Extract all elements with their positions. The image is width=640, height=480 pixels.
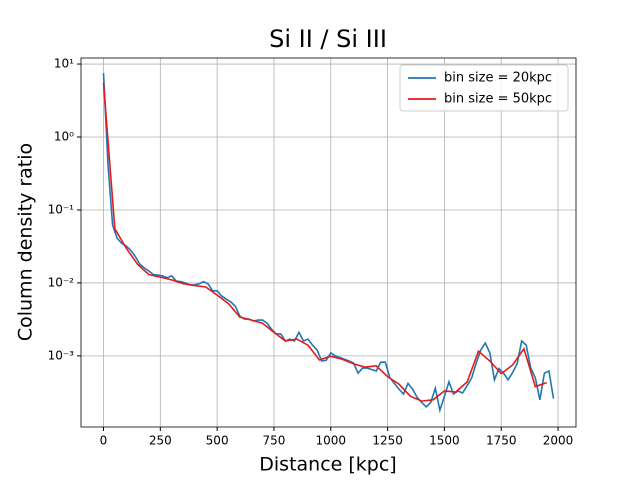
- x-tick-label: 2000: [543, 434, 574, 448]
- chart-title: Si II / Si III: [269, 25, 387, 53]
- x-tick-label: 1000: [315, 434, 346, 448]
- y-tick-label: 10⁰: [54, 130, 74, 144]
- grid: [81, 58, 576, 427]
- legend-label: bin size = 50kpc: [444, 92, 552, 107]
- y-axis-label: Column density ratio: [15, 143, 37, 341]
- series-line: [102, 73, 555, 414]
- y-tick-label: 10¹: [54, 57, 74, 71]
- x-tick-label: 1250: [372, 434, 403, 448]
- x-tick-label: 250: [149, 434, 172, 448]
- x-tick-label: 1750: [486, 434, 517, 448]
- legend-label: bin size = 20kpc: [444, 71, 552, 86]
- x-tick-label: 750: [263, 434, 286, 448]
- x-tick-label: 500: [206, 434, 229, 448]
- x-axis-label: Distance [kpc]: [259, 454, 396, 476]
- x-tick-label: 0: [100, 434, 108, 448]
- legend-box: [399, 64, 569, 112]
- plot-frame: [80, 57, 577, 428]
- x-tick-label: 1500: [429, 434, 460, 448]
- y-tick-label: 10⁻³: [48, 348, 75, 362]
- series-line: [102, 82, 547, 402]
- y-tick-label: 10⁻¹: [48, 202, 75, 216]
- y-tick-label: 10⁻²: [48, 275, 75, 289]
